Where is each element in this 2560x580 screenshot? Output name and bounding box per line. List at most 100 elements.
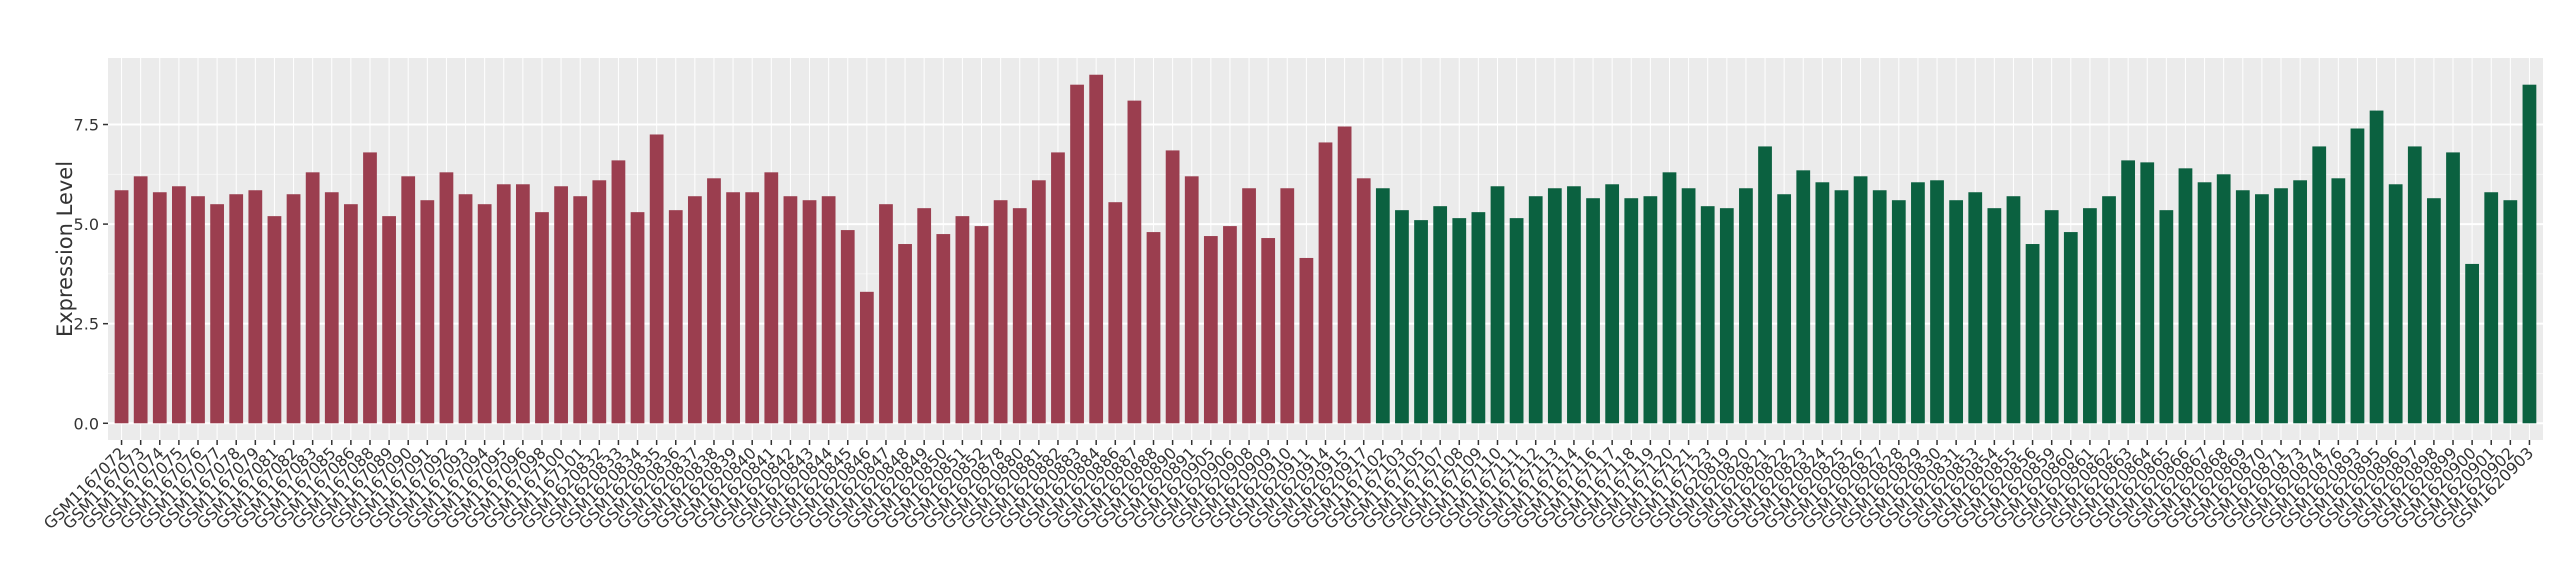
bar bbox=[363, 152, 377, 424]
bar bbox=[2522, 84, 2537, 424]
bar bbox=[2025, 244, 2040, 424]
bar bbox=[1567, 186, 1581, 424]
bar bbox=[687, 196, 702, 424]
bar bbox=[2063, 232, 2078, 424]
bar bbox=[840, 230, 855, 424]
bar bbox=[1261, 238, 1276, 424]
bar bbox=[1815, 182, 1830, 424]
bar bbox=[2427, 198, 2441, 424]
bar bbox=[2331, 178, 2346, 424]
bar bbox=[2140, 162, 2155, 424]
bar bbox=[2312, 146, 2327, 424]
bar bbox=[1586, 198, 1600, 424]
bar bbox=[229, 194, 244, 424]
bar bbox=[1356, 178, 1371, 424]
bar bbox=[1433, 206, 1448, 424]
bar bbox=[554, 186, 568, 424]
bar bbox=[764, 172, 779, 424]
bar bbox=[2446, 152, 2460, 424]
bar bbox=[172, 186, 186, 424]
bar bbox=[2465, 263, 2479, 424]
bar bbox=[2255, 194, 2269, 424]
bar bbox=[1414, 220, 1428, 424]
bar bbox=[2350, 128, 2365, 424]
bar bbox=[1051, 152, 1065, 424]
bar bbox=[707, 178, 721, 424]
y-tick-label: 5.0 bbox=[74, 215, 99, 234]
bar bbox=[1490, 186, 1505, 424]
bar bbox=[1203, 236, 1218, 424]
bar bbox=[343, 204, 358, 424]
bar bbox=[1968, 192, 1983, 424]
bar bbox=[573, 196, 588, 424]
bar bbox=[2293, 180, 2308, 424]
bar bbox=[936, 234, 951, 424]
bar bbox=[1834, 190, 1849, 424]
bar bbox=[879, 204, 893, 424]
bar bbox=[267, 216, 282, 424]
bar bbox=[133, 176, 148, 424]
bar bbox=[382, 216, 396, 424]
bar bbox=[2083, 208, 2097, 424]
bar bbox=[1089, 74, 1104, 424]
bar bbox=[1700, 206, 1715, 424]
bar bbox=[2216, 174, 2231, 424]
bar bbox=[1681, 188, 1696, 424]
bar bbox=[783, 196, 798, 424]
bar bbox=[1777, 194, 1792, 424]
bar bbox=[2369, 110, 2384, 424]
bar bbox=[152, 192, 167, 424]
bar bbox=[1012, 208, 1027, 424]
bar bbox=[649, 134, 664, 424]
y-tick-label: 7.5 bbox=[74, 116, 99, 135]
bar bbox=[1337, 126, 1352, 424]
bar bbox=[1758, 146, 1772, 424]
bar bbox=[1146, 232, 1161, 424]
bar bbox=[1891, 200, 1906, 424]
y-axis-label: Expression Level bbox=[53, 161, 77, 337]
bar bbox=[668, 210, 683, 424]
bar bbox=[515, 184, 530, 424]
bar bbox=[1719, 208, 1734, 424]
bar bbox=[1318, 142, 1333, 424]
bar bbox=[726, 192, 740, 424]
bar bbox=[2044, 210, 2059, 424]
bar bbox=[1547, 188, 1562, 424]
bar bbox=[955, 216, 970, 424]
bar bbox=[2274, 188, 2288, 424]
bar bbox=[477, 204, 492, 424]
y-tick-label: 0.0 bbox=[74, 414, 99, 433]
bar bbox=[1624, 198, 1639, 424]
bar bbox=[1528, 196, 1543, 424]
bar bbox=[439, 172, 454, 424]
bar bbox=[1165, 150, 1180, 424]
bar bbox=[401, 176, 416, 424]
bar bbox=[1031, 180, 1046, 424]
bar bbox=[248, 190, 263, 424]
bar bbox=[1853, 176, 1868, 424]
bar bbox=[2178, 168, 2193, 424]
bar bbox=[1872, 190, 1887, 424]
bar bbox=[1452, 218, 1467, 424]
bar bbox=[802, 200, 817, 424]
bar bbox=[1108, 202, 1123, 424]
bar bbox=[114, 190, 129, 424]
bar bbox=[1375, 188, 1390, 424]
bar bbox=[1223, 226, 1237, 424]
bar bbox=[496, 184, 511, 424]
bar bbox=[2388, 184, 2403, 424]
bar bbox=[210, 204, 224, 424]
y-tick-label: 2.5 bbox=[74, 315, 99, 334]
bar bbox=[821, 196, 836, 424]
bar bbox=[1911, 182, 1925, 424]
bar bbox=[458, 194, 473, 424]
bar bbox=[630, 212, 645, 424]
bar bbox=[974, 226, 989, 424]
bar bbox=[2102, 196, 2116, 424]
bar bbox=[2503, 200, 2518, 424]
bar bbox=[898, 244, 912, 424]
bar bbox=[993, 200, 1008, 424]
bar bbox=[859, 291, 874, 424]
bar bbox=[592, 180, 607, 424]
